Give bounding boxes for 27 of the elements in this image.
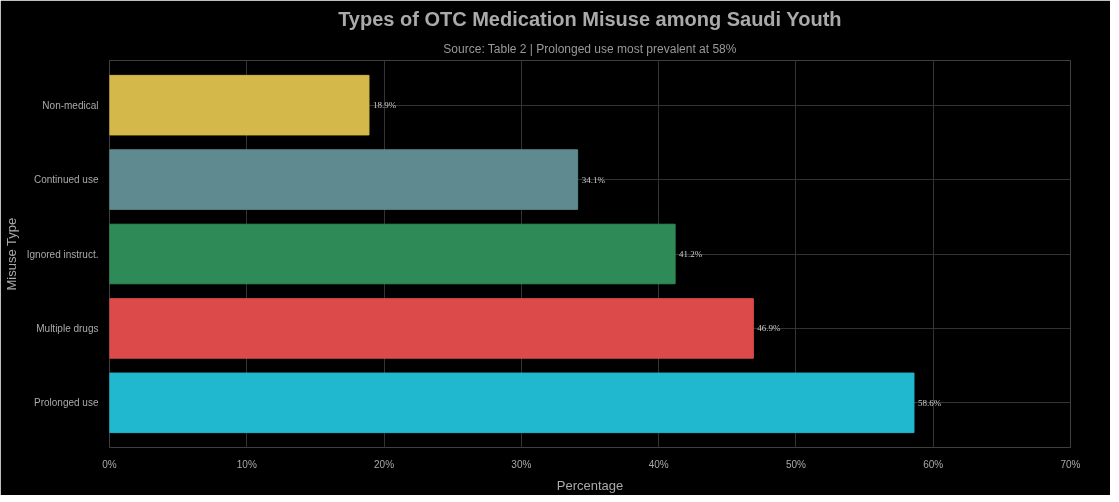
bar xyxy=(109,298,754,359)
data-label: 46.9% xyxy=(757,323,782,334)
x-axis-title: Percentage xyxy=(556,477,624,493)
x-tick-label: 10% xyxy=(236,458,257,470)
x-tick-label: 60% xyxy=(923,458,944,470)
x-tick-label: 40% xyxy=(648,458,669,470)
bar xyxy=(109,372,915,434)
data-label: 18.9% xyxy=(372,100,397,111)
y-axis-title: Misuse Type xyxy=(3,217,19,291)
y-tick-label: Ignored instruct. xyxy=(26,248,99,260)
x-tick-label: 30% xyxy=(511,458,532,470)
bar xyxy=(109,149,579,210)
y-tick-label: Prolonged use xyxy=(34,397,99,409)
bar xyxy=(109,223,676,285)
x-tick-label: 20% xyxy=(374,458,395,470)
bar xyxy=(109,74,370,136)
x-tick-label: 0% xyxy=(102,458,117,470)
data-label: 34.1% xyxy=(581,174,606,185)
chart-title: Types of OTC Medication Misuse among Saudi Youth xyxy=(338,7,842,30)
y-tick-label: Continued use xyxy=(34,174,99,186)
data-label: 41.2% xyxy=(679,249,703,259)
x-tick-label: 70% xyxy=(1060,458,1081,470)
data-label: 58.6% xyxy=(917,397,942,408)
chart-subtitle: Source: Table 2 | Prolonged use most prevalent at 58% xyxy=(443,41,737,56)
x-tick-label: 50% xyxy=(785,458,807,470)
y-tick-label: Non-medical xyxy=(42,99,99,111)
y-tick-label: Multiple drugs xyxy=(36,322,99,334)
